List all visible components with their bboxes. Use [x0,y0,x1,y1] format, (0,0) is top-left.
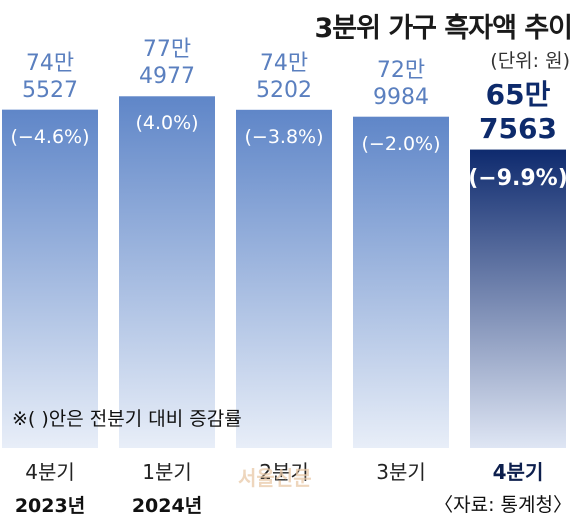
value-label-line1: 74만 [259,50,309,76]
category-label-4: 3분기 [376,460,426,484]
bar-1 [2,109,98,448]
bar-2 [119,96,215,449]
footnote: ※( )안은 전분기 대비 증감률 [12,408,242,430]
value-label-line2: 7563 [479,111,557,145]
unit-note: (단위: 원) [490,50,570,72]
watermark: 서울신문 [238,466,312,490]
change-label-3: (−3.8%) [244,125,324,148]
value-label-5: 65만 7563 [463,78,573,146]
value-label-line2: 4977 [139,64,195,90]
year-label-2: 2024년 [131,495,203,517]
value-label-line2: 5527 [22,77,78,103]
source-note: 〈자료: 통계청〉 [434,494,572,516]
value-label-2: 77만 4977 [112,36,222,90]
category-label-3: 2분기 [259,460,309,484]
value-label-4: 72만 9984 [346,57,456,111]
value-label-line1: 65만 [485,77,551,111]
year-label-1: 2023년 [14,495,86,517]
category-label-2: 1분기 [142,460,192,484]
bar-4 [353,116,449,448]
value-label-3: 74만 5202 [229,50,339,104]
change-label-2: (4.0%) [135,112,199,135]
chart-title: 3분위 가구 흑자액 추이 [314,13,573,44]
value-label-line1: 77만 [142,37,192,63]
category-label-5: 4분기 [492,460,544,484]
change-label-4: (−2.0%) [361,132,441,155]
change-label-5: (−9.9%) [468,165,568,191]
value-label-line1: 72만 [376,57,426,83]
category-label-1: 4분기 [25,460,75,484]
value-label-1: 74만 5527 [0,50,105,104]
value-label-line2: 9984 [373,84,429,110]
bar-5 [470,149,566,448]
bar-3 [236,109,332,448]
value-label-line1: 74만 [25,50,75,76]
change-label-1: (−4.6%) [10,125,90,148]
value-label-line2: 5202 [256,77,312,103]
